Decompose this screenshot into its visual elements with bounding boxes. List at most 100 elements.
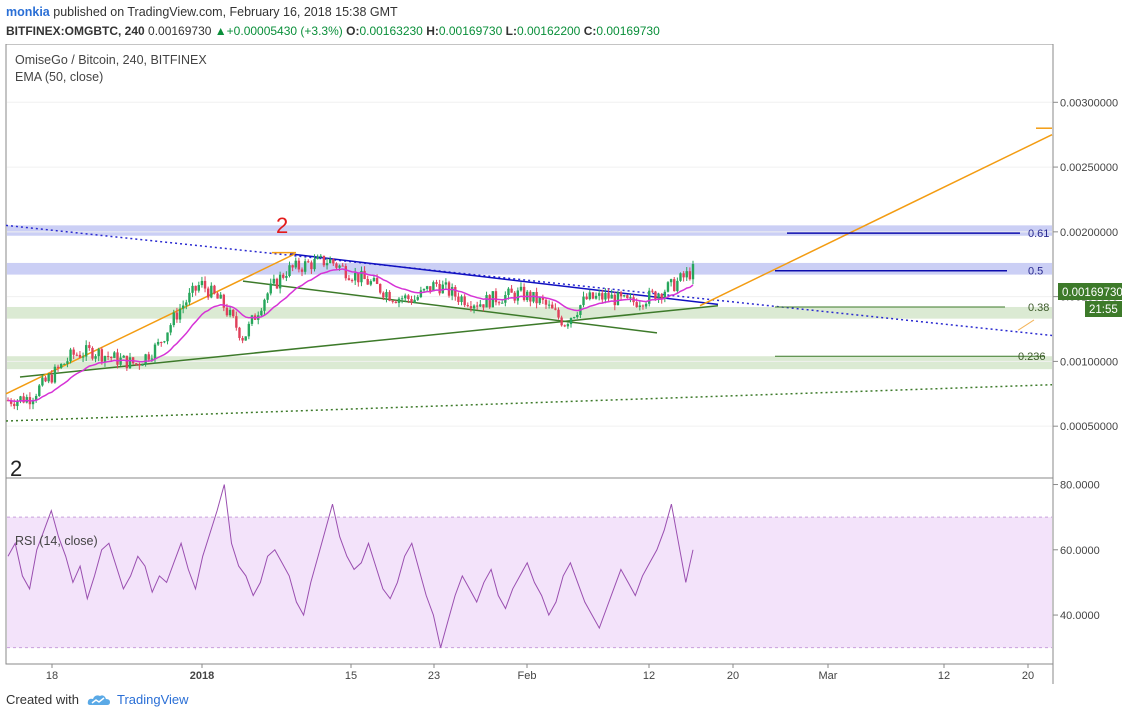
candle-body	[657, 294, 660, 300]
candle-body	[181, 305, 185, 309]
candle-body	[438, 283, 441, 294]
candle-body	[679, 273, 682, 281]
wave-label-bottom: 2	[10, 456, 22, 481]
rsi-line	[7, 484, 694, 648]
publish-line: monkia published on TradingView.com, Feb…	[6, 3, 1126, 22]
candle-body	[341, 265, 344, 267]
candle-body	[307, 261, 310, 263]
candle-body	[635, 302, 638, 307]
candle-body	[547, 304, 551, 306]
candle-body	[41, 377, 44, 386]
candle-body	[241, 337, 244, 341]
candle-body	[407, 295, 410, 299]
candle-body	[235, 316, 238, 328]
candle-body	[501, 302, 504, 304]
candle-body	[244, 336, 247, 341]
candle-body	[507, 288, 510, 296]
candle-body	[497, 302, 501, 304]
candle-body	[222, 294, 226, 308]
candle-body	[394, 301, 398, 303]
candle-body	[669, 279, 673, 283]
time-tick-label: 20	[727, 670, 739, 682]
candle-body	[38, 385, 41, 396]
price-tick-label: 0.00200000	[1060, 227, 1118, 239]
candle-body	[644, 303, 648, 307]
candle-body	[106, 356, 110, 358]
candle-body	[350, 280, 354, 282]
candle-body	[266, 293, 269, 300]
candle-body	[588, 292, 591, 300]
candle-body	[31, 400, 35, 405]
candle-body	[466, 305, 469, 307]
up-arrow-icon: ▲	[214, 24, 227, 38]
candle-body	[651, 290, 654, 292]
candle-body	[397, 298, 401, 303]
candle-body	[191, 285, 194, 293]
candle-body	[332, 259, 335, 264]
projection-line	[699, 134, 1053, 307]
candle-body	[585, 296, 588, 300]
time-tick-label: Feb	[518, 670, 537, 682]
chart-area[interactable]: 0.61 0.5 0.38 0.236 0.00050000 0.00100000 0.0…	[0, 44, 1129, 688]
tradingview-link[interactable]: TradingView	[87, 692, 189, 707]
change-value: +0.00005430 (+3.3%)	[226, 24, 343, 38]
candle-body	[641, 305, 645, 307]
symbol-label: BITFINEX:OMGBTC, 240	[6, 24, 145, 38]
candle-body	[97, 349, 100, 357]
candle-body	[450, 287, 454, 296]
candle-body	[160, 341, 163, 343]
candle-body	[626, 295, 629, 298]
candle-body	[285, 275, 288, 278]
author-link[interactable]: monkia	[6, 5, 50, 19]
price-tick-label: 0.00300000	[1060, 97, 1118, 109]
low-value: 0.00162200	[516, 24, 581, 38]
candle-body	[413, 299, 416, 303]
candle-body	[310, 262, 313, 270]
candle-body	[156, 341, 160, 345]
main-pane[interactable]	[5, 44, 1054, 479]
rsi-tick-label: 40.0000	[1060, 610, 1100, 622]
candle-body	[13, 403, 16, 407]
candle-body	[291, 265, 294, 268]
candle-body	[16, 400, 19, 407]
candle-body	[382, 292, 385, 298]
candle-body	[66, 361, 69, 364]
candle-body	[441, 284, 444, 294]
candle-body	[638, 305, 642, 307]
candle-body	[463, 296, 466, 306]
candle-body	[385, 291, 388, 298]
candle-body	[116, 352, 119, 365]
candle-body	[128, 357, 132, 369]
candle-body	[516, 290, 520, 301]
candle-body	[47, 374, 50, 382]
candle-body	[347, 278, 351, 281]
candle-body	[566, 324, 570, 327]
candle-body	[313, 259, 316, 270]
candle-body	[513, 292, 516, 301]
candle-body	[688, 271, 692, 280]
time-tick-label: 18	[46, 670, 58, 682]
last-price: 0.00169730	[148, 24, 212, 38]
candle-body	[400, 298, 404, 300]
time-tick-label: 23	[428, 670, 440, 682]
candle-body	[272, 278, 276, 284]
candle-body	[322, 255, 326, 266]
candle-body	[203, 280, 207, 289]
created-with-text: Created with	[6, 692, 79, 707]
candle-body	[469, 306, 473, 309]
candle-body	[691, 264, 695, 280]
countdown-badge	[1085, 301, 1122, 317]
candle-body	[141, 364, 144, 366]
candle-body	[335, 263, 338, 268]
candle-body	[388, 291, 391, 301]
time-tick-label: 12	[643, 670, 655, 682]
candle-body	[682, 273, 685, 278]
candle-body	[582, 296, 585, 306]
candle-body	[153, 344, 157, 359]
rsi-tick-label: 60.0000	[1060, 545, 1100, 557]
candle-body	[663, 291, 667, 299]
low-label: L:	[505, 24, 517, 38]
price-tick-label: 0.00050000	[1060, 421, 1118, 433]
candle-body	[232, 309, 235, 317]
time-tick-label: 15	[345, 670, 357, 682]
